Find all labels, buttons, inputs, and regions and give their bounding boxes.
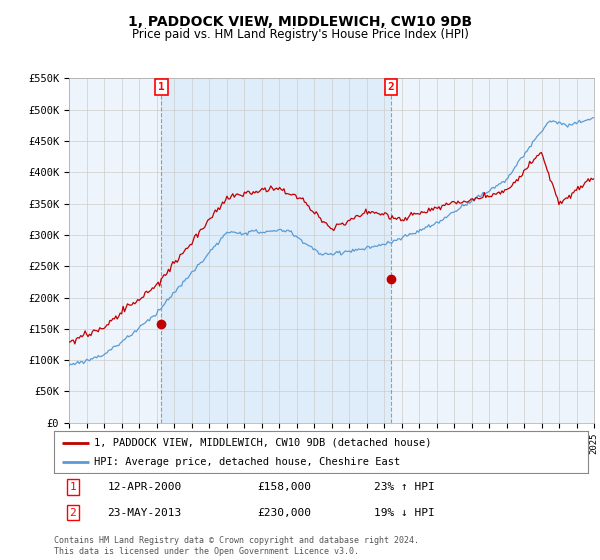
Text: 19% ↓ HPI: 19% ↓ HPI [374,507,435,517]
Text: HPI: Average price, detached house, Cheshire East: HPI: Average price, detached house, Ches… [94,457,400,467]
Text: 23% ↑ HPI: 23% ↑ HPI [374,482,435,492]
Text: 1, PADDOCK VIEW, MIDDLEWICH, CW10 9DB (detached house): 1, PADDOCK VIEW, MIDDLEWICH, CW10 9DB (d… [94,437,431,447]
Bar [161,78,391,423]
Text: 12-APR-2000: 12-APR-2000 [107,482,182,492]
Text: 2: 2 [70,507,76,517]
Text: 2: 2 [388,82,394,92]
Text: Contains HM Land Registry data © Crown copyright and database right 2024.
This d: Contains HM Land Registry data © Crown c… [54,536,419,556]
Text: £230,000: £230,000 [257,507,311,517]
Text: 1: 1 [70,482,76,492]
Text: 1, PADDOCK VIEW, MIDDLEWICH, CW10 9DB: 1, PADDOCK VIEW, MIDDLEWICH, CW10 9DB [128,15,472,29]
Text: 23-MAY-2013: 23-MAY-2013 [107,507,182,517]
Text: £158,000: £158,000 [257,482,311,492]
Text: 1: 1 [158,82,165,92]
Text: Price paid vs. HM Land Registry's House Price Index (HPI): Price paid vs. HM Land Registry's House … [131,28,469,41]
